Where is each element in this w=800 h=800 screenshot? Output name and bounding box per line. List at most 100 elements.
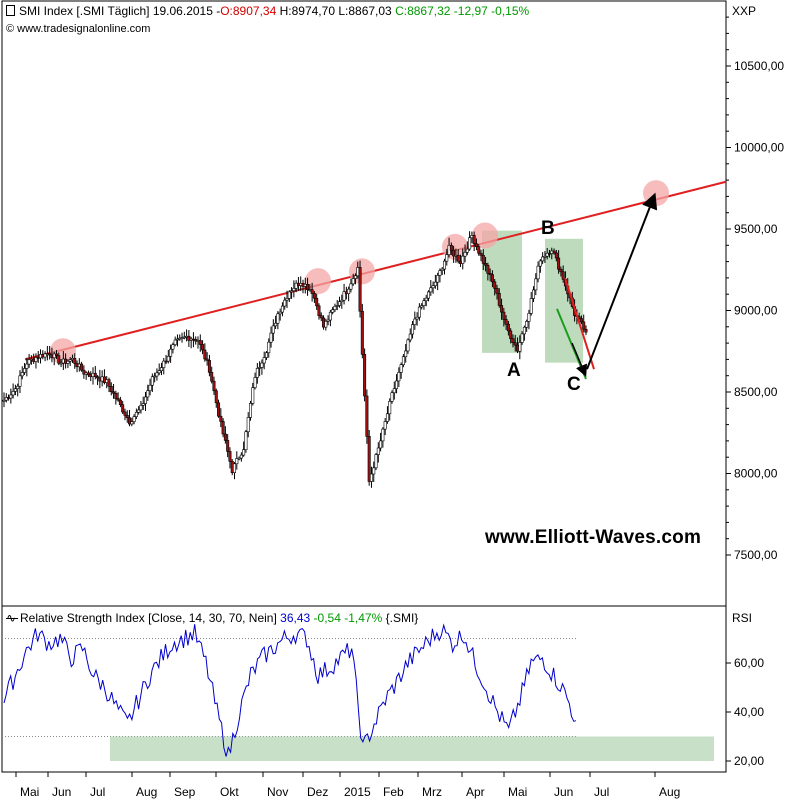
candle-body <box>210 372 214 382</box>
wave-label-a: A <box>507 360 521 381</box>
candle-body <box>233 463 237 473</box>
candle-body <box>502 311 506 320</box>
candle-body <box>369 473 373 482</box>
candle-body <box>86 372 90 376</box>
candle-body <box>283 299 287 307</box>
candle-body <box>242 449 246 456</box>
candle-body <box>96 376 100 379</box>
candle-body <box>25 363 29 369</box>
candle-body <box>342 291 346 301</box>
candle-body <box>198 340 202 345</box>
candle-body <box>365 395 369 437</box>
candle-body <box>312 293 316 299</box>
candle-body <box>246 417 250 433</box>
touch-point-highlight <box>643 180 669 207</box>
candle-body <box>139 405 143 411</box>
candle-body <box>48 353 52 356</box>
candle-body <box>424 297 428 302</box>
candle-body <box>18 375 22 387</box>
candle-body <box>557 257 561 270</box>
candle-body <box>248 403 252 418</box>
candle-body <box>347 288 351 294</box>
candle-body <box>228 451 232 462</box>
candle-body <box>164 360 168 363</box>
candle-body <box>116 398 120 401</box>
candle-body <box>561 271 565 280</box>
candle-body <box>520 333 524 343</box>
x-tick-label: Mrz <box>422 785 442 799</box>
candle-body <box>315 297 319 307</box>
candle-body <box>497 293 501 306</box>
candle-body <box>406 339 410 352</box>
wave-c-arrow <box>571 342 588 377</box>
candle-body <box>244 431 248 450</box>
rsi-toggle-icon[interactable]: ∿ <box>6 611 18 625</box>
candle-body <box>442 260 446 270</box>
candle-body <box>479 252 483 256</box>
candle-body <box>187 335 191 341</box>
rsi-ytick-label: 40,00 <box>734 705 764 719</box>
candle-body <box>449 245 453 251</box>
candle-body <box>153 375 157 378</box>
candle-body <box>376 447 380 455</box>
candle-body <box>159 367 163 372</box>
candle-body <box>353 275 357 279</box>
candle-body <box>130 421 134 425</box>
candle-body <box>123 411 127 416</box>
source-credit: © www.tradesignalonline.com <box>6 23 151 35</box>
x-tick-label: Mai <box>20 785 39 799</box>
candle-body <box>452 249 456 257</box>
candle-body <box>125 415 129 419</box>
x-tick-label: Okt <box>220 785 239 799</box>
candle-body <box>269 332 273 343</box>
candle-body <box>43 353 47 358</box>
candle-body <box>383 421 387 430</box>
x-tick-label: Feb <box>383 785 404 799</box>
candle-body <box>545 252 549 257</box>
candle-body <box>169 348 173 357</box>
candle-body <box>427 291 431 299</box>
candle-body <box>82 369 86 375</box>
candle-body <box>107 379 111 387</box>
projection-arrow <box>586 192 658 370</box>
candle-body <box>68 359 72 362</box>
x-axis: Mai Jun Jul Aug Sep Okt Nov Dez 2015 Feb Mrz Apr Mai… <box>15 772 680 799</box>
candle-body <box>534 278 538 291</box>
candle-body <box>221 421 225 435</box>
candle-body <box>66 360 70 364</box>
rsi-ytick-label: 20,00 <box>734 754 764 768</box>
candle-body <box>251 387 255 404</box>
candle-body <box>146 390 150 398</box>
candle-body <box>109 386 113 393</box>
candle-body <box>490 274 494 283</box>
x-tick-label: 2015 <box>344 785 371 799</box>
candle-body <box>363 354 367 397</box>
price-ytick-label: 9500,00 <box>734 222 778 236</box>
candle-body <box>226 440 230 452</box>
candle-body <box>285 298 289 301</box>
candle-body <box>472 235 476 245</box>
candle-body <box>162 360 166 368</box>
candle-body <box>27 359 31 365</box>
candle-body <box>20 372 24 377</box>
wave-label-b: B <box>541 218 555 239</box>
candle-body <box>328 311 332 321</box>
candle-body <box>317 305 321 316</box>
watermark: www.Elliott-Waves.com <box>485 527 702 548</box>
candle-body <box>422 300 426 306</box>
candle-body <box>331 309 335 313</box>
candle-body <box>431 285 435 289</box>
candle-body <box>73 357 77 364</box>
wave-c-upper-line <box>564 277 595 370</box>
rsi-value: 36,43 <box>280 611 311 625</box>
candle-body <box>559 268 563 273</box>
candle-body <box>532 289 536 299</box>
candle-body <box>253 377 257 388</box>
candle-body <box>390 392 394 402</box>
candle-body <box>141 403 145 406</box>
x-tick-label: Dez <box>307 785 328 799</box>
chart-toggle-icon[interactable] <box>6 5 15 16</box>
rsi-panel: 60,00 40,00 20,00 <box>1 605 764 773</box>
candle-body <box>433 281 437 287</box>
candle-body <box>13 388 17 392</box>
